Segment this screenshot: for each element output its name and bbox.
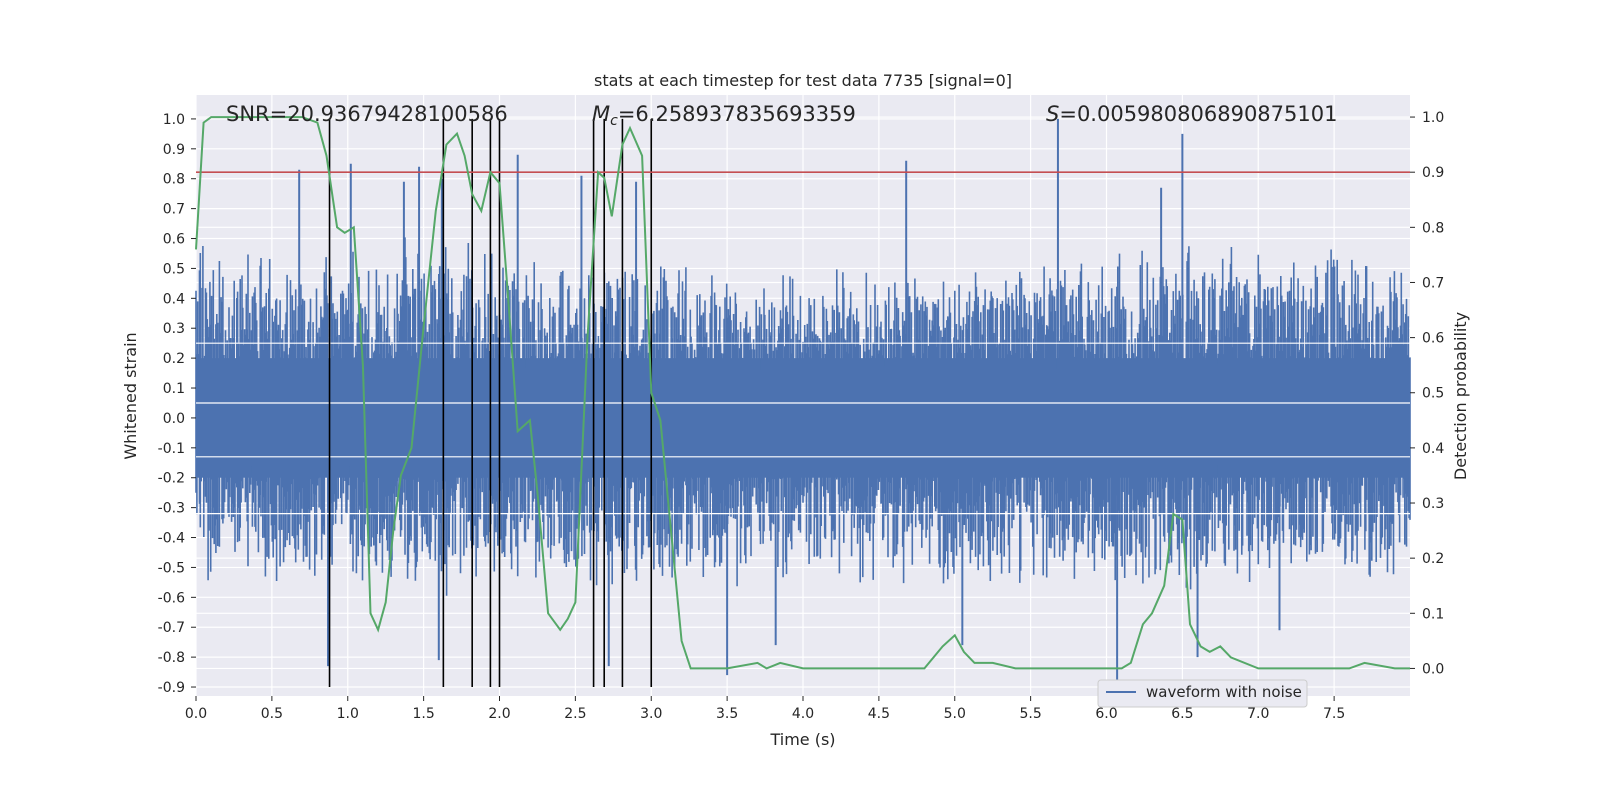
waveform-noise (195, 237, 1411, 596)
y-right-tick-label: 0.3 (1422, 496, 1444, 512)
y-tick-label: -0.1 (158, 441, 185, 457)
x-tick-label: 5.0 (944, 706, 966, 722)
x-tick-label: 7.5 (1323, 706, 1345, 722)
y-right-tick-label: 0.2 (1422, 551, 1444, 567)
y-tick-label: 0.4 (163, 291, 185, 307)
y-axis-right-ticks: 1.0 0.9 0.8 0.7 0.6 0.5 0.4 0.3 0.2 0.1 0.0 (1410, 110, 1444, 677)
y-tick-label: 0.7 (163, 202, 185, 218)
y-tick-label: -0.6 (158, 590, 185, 606)
y-right-tick-label: 0.9 (1422, 165, 1444, 181)
legend: waveform with noise (1097, 679, 1308, 708)
y-axis-right-label: Detection probability (1451, 312, 1470, 480)
y-axis-ticks: 1.0 0.9 0.8 0.7 0.6 0.5 0.4 0.3 0.2 0.1 0.0 -0.1 -0.… (158, 112, 196, 696)
y-tick-label: -0.8 (158, 650, 185, 666)
y-right-tick-label: 0.1 (1422, 606, 1444, 622)
x-axis-label: Time (s) (769, 730, 835, 749)
x-tick-label: 4.0 (792, 706, 814, 722)
x-tick-label: 1.0 (337, 706, 359, 722)
x-tick-label: 1.5 (412, 706, 434, 722)
y-right-tick-label: 0.0 (1422, 661, 1444, 677)
y-right-tick-label: 0.4 (1422, 441, 1444, 457)
x-tick-label: 3.0 (640, 706, 662, 722)
mc-symbol: M (592, 102, 610, 126)
s-annotation: S=0.005980806890875101 (1046, 102, 1337, 126)
y-tick-label: -0.7 (158, 620, 185, 636)
x-tick-label: 2.5 (564, 706, 586, 722)
probability-line (195, 116, 1410, 670)
chart-title: stats at each timestep for test data 773… (594, 71, 1012, 90)
y-right-tick-label: 0.7 (1422, 275, 1444, 291)
x-tick-label: 3.5 (716, 706, 738, 722)
y-tick-label: 0.0 (163, 411, 185, 427)
x-tick-label: 7.0 (1247, 706, 1269, 722)
y-tick-label: -0.3 (158, 501, 185, 517)
y-right-tick-label: 1.0 (1422, 110, 1444, 126)
s-symbol: S (1046, 102, 1059, 126)
legend-label: waveform with noise (1146, 683, 1302, 701)
x-tick-label: 6.5 (1171, 706, 1193, 722)
x-tick-label: 2.0 (488, 706, 510, 722)
mc-value: =6.258937835693359 (618, 102, 856, 126)
y-right-tick-label: 0.5 (1422, 386, 1444, 402)
probability-series (195, 116, 1410, 670)
y-tick-label: 0.1 (163, 381, 185, 397)
snr-annotation: SNR=20.93679428100586 (226, 102, 508, 126)
y-right-tick-label: 0.8 (1422, 220, 1444, 236)
y-tick-label: -0.2 (158, 471, 185, 487)
y-axis-label: Whitened strain (121, 332, 140, 459)
y-tick-label: 0.6 (163, 232, 185, 248)
y-tick-label: 0.9 (163, 142, 185, 158)
y-tick-label: 0.5 (163, 261, 185, 277)
legend-box (1097, 679, 1308, 708)
x-axis-ticks: 0.0 0.5 1.0 1.5 2.0 2.5 3.0 3.5 4.0 4.5 5.0 5.5 6.0 6… (185, 696, 1345, 722)
mc-annotation: Mc=6.258937835693359 (592, 102, 856, 129)
vertical-markers (328, 118, 653, 688)
x-tick-label: 0.5 (261, 706, 283, 722)
y-tick-label: 0.2 (163, 351, 185, 367)
y-tick-label: 1.0 (163, 112, 185, 128)
y-tick-label: -0.4 (158, 531, 185, 547)
x-tick-label: 0.0 (185, 706, 207, 722)
y-tick-label: 0.3 (163, 321, 185, 337)
x-tick-label: 4.5 (868, 706, 890, 722)
y-right-tick-label: 0.6 (1422, 331, 1444, 347)
mc-subscript: c (610, 113, 618, 129)
x-tick-label: 5.5 (1019, 706, 1041, 722)
waveform-series (195, 118, 1411, 682)
y-tick-label: -0.9 (158, 680, 185, 696)
s-value: =0.005980806890875101 (1059, 102, 1337, 126)
y-tick-label: -0.5 (158, 560, 185, 576)
y-tick-label: 0.8 (163, 172, 185, 188)
x-tick-label: 6.0 (1095, 706, 1117, 722)
